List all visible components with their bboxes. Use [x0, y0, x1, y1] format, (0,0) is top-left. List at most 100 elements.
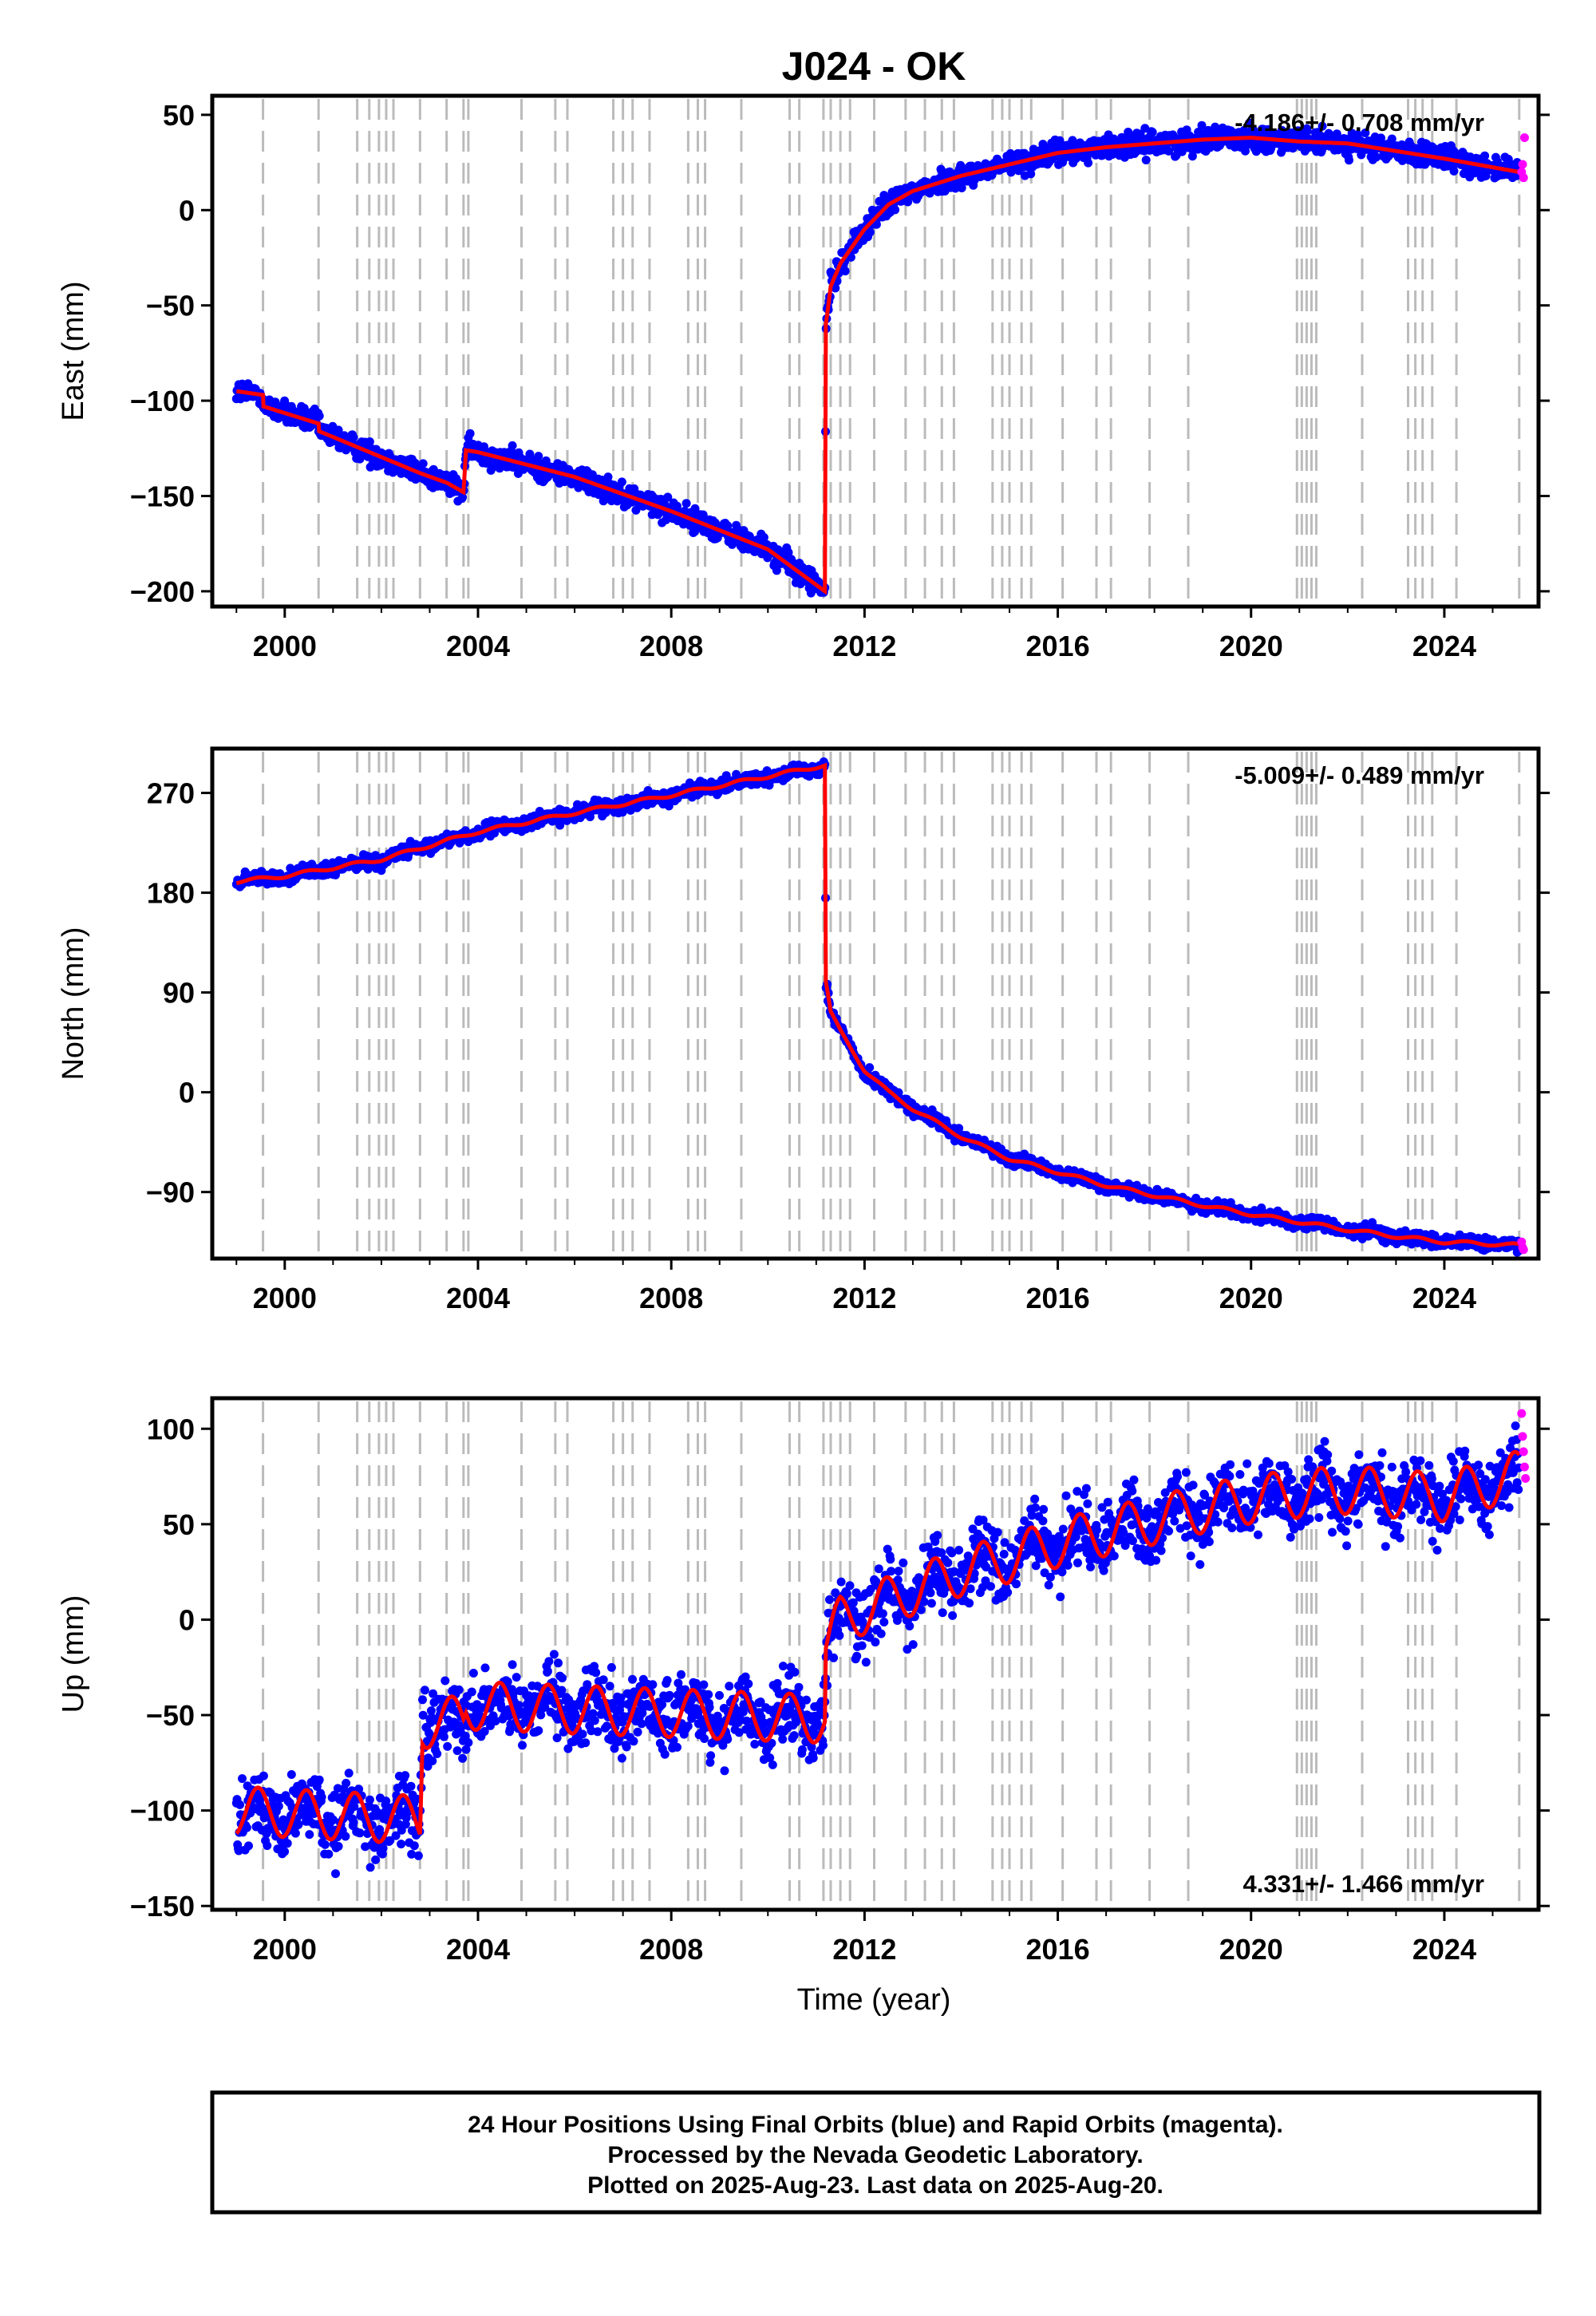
- y-tick-label: −90: [146, 1176, 195, 1209]
- data-point: [1187, 152, 1197, 161]
- data-point: [458, 492, 468, 502]
- x-tick-label: 2000: [253, 630, 317, 662]
- data-point: [242, 1823, 251, 1832]
- data-point: [334, 1842, 343, 1851]
- data-point: [681, 499, 691, 508]
- data-point: [1038, 140, 1048, 149]
- data-point: [274, 1801, 283, 1811]
- data-point: [784, 547, 793, 557]
- data-point: [294, 1820, 303, 1829]
- data-point: [282, 1839, 292, 1848]
- data-point: [840, 267, 850, 276]
- data-point: [290, 1828, 300, 1838]
- data-point: [341, 1832, 350, 1841]
- data-point: [365, 1795, 374, 1804]
- rate-label: -5.009+/- 0.489 mm/yr: [1235, 761, 1484, 789]
- data-point: [349, 1817, 358, 1827]
- data-point: [365, 437, 374, 446]
- x-tick-label: 2016: [1026, 630, 1090, 662]
- data-point: [1164, 146, 1174, 156]
- data-point: [280, 1847, 290, 1856]
- x-tick-label: 2020: [1219, 630, 1283, 662]
- data-point: [1141, 156, 1151, 164]
- data-point: [1245, 118, 1254, 128]
- data-point: [831, 283, 840, 293]
- y-tick-label: −50: [146, 290, 195, 322]
- data-point: [1026, 169, 1036, 179]
- x-tick-label: 2024: [1412, 630, 1476, 662]
- data-point: [371, 1855, 381, 1864]
- x-tick-label: 2008: [639, 630, 703, 662]
- data-point: [534, 452, 543, 461]
- y-tick-label: 0: [179, 1077, 195, 1109]
- y-tick-label: 90: [163, 977, 195, 1010]
- data-point: [320, 1840, 330, 1849]
- data-point: [244, 1841, 253, 1851]
- y-tick-label: 0: [179, 194, 195, 227]
- data-point: [465, 429, 475, 438]
- y-tick-label: −100: [130, 385, 195, 417]
- data-point: [305, 1830, 314, 1840]
- data-point: [865, 1063, 875, 1073]
- data-point: [365, 1863, 375, 1872]
- panels-group: 50 0 −50 −100 −150 −200 2000 2004 2008 2012 2016 20…: [57, 93, 1550, 1966]
- y-axis-label: North (mm): [57, 927, 90, 1080]
- data-point: [314, 411, 324, 421]
- y-axis-label: East (mm): [57, 281, 90, 421]
- data-point: [957, 184, 966, 192]
- data-point: [235, 1800, 245, 1809]
- rapid-point: [1519, 173, 1528, 183]
- x-tick-label: 2016: [1026, 1282, 1090, 1314]
- data-point: [891, 205, 900, 215]
- data-point: [1197, 121, 1207, 130]
- x-tick-label: 2008: [639, 1282, 703, 1314]
- data-point: [324, 1849, 334, 1859]
- x-tick-label: 2012: [832, 1282, 896, 1314]
- data-point: [263, 1841, 272, 1851]
- x-tick-label: 2000: [253, 1282, 317, 1314]
- y-tick-label: −200: [130, 575, 195, 608]
- x-tick-label: 2024: [1412, 1282, 1476, 1314]
- data-point: [286, 1770, 296, 1779]
- chart-title: J024 - OK: [782, 44, 966, 89]
- y-tick-label: 180: [147, 877, 195, 910]
- data-point: [349, 433, 358, 442]
- data-point: [342, 1778, 351, 1788]
- data-point: [663, 492, 673, 502]
- data-point: [331, 1869, 340, 1879]
- y-tick-label: −150: [130, 480, 195, 512]
- data-point: [418, 459, 428, 468]
- data-point: [1241, 146, 1250, 156]
- rate-label: -4.186+/- 0.708 mm/yr: [1235, 109, 1484, 136]
- data-point: [1449, 166, 1459, 176]
- data-point: [259, 1771, 268, 1780]
- data-point: [317, 1792, 326, 1802]
- y-tick-label: 50: [163, 99, 195, 132]
- data-point: [1480, 151, 1490, 160]
- data-point: [865, 227, 875, 237]
- x-tick-label: 2004: [446, 630, 510, 662]
- data-point: [314, 1775, 324, 1784]
- data-point: [508, 441, 517, 450]
- data-point: [1084, 158, 1093, 168]
- rapid-point: [1518, 160, 1527, 169]
- data-point: [603, 472, 613, 482]
- x-tick-label: 2012: [832, 630, 896, 662]
- data-point: [1148, 128, 1157, 137]
- x-tick-label: 2004: [446, 1282, 510, 1314]
- data-point: [355, 1828, 365, 1838]
- data-point: [271, 397, 280, 407]
- rapid-point: [1519, 1245, 1528, 1255]
- y-tick-label: 270: [147, 777, 195, 810]
- data-point: [344, 1769, 354, 1778]
- data-point: [378, 1844, 388, 1853]
- data-point: [238, 1774, 247, 1784]
- data-point: [846, 252, 855, 262]
- data-point: [690, 504, 700, 513]
- panel-east: 50 0 −50 −100 −150 −200 2000 2004 2008 2012 2016 20…: [57, 93, 1550, 662]
- data-point: [334, 425, 343, 435]
- x-tick-label: 2020: [1219, 1282, 1283, 1314]
- data-point: [1345, 156, 1353, 165]
- data-point: [617, 477, 626, 487]
